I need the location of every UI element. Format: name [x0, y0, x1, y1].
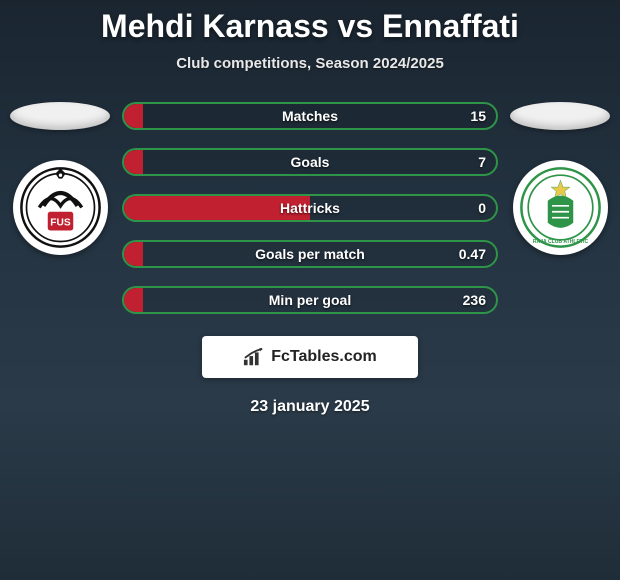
stat-left-fill [124, 242, 143, 266]
stat-right-value: 15 [470, 108, 486, 124]
svg-text:FUS: FUS [50, 217, 71, 228]
stat-right-value: 7 [478, 154, 486, 170]
stat-row: Goals 7 [122, 148, 498, 176]
stat-right-value: 0.47 [459, 246, 486, 262]
stat-left-fill [124, 288, 143, 312]
page-subtitle: Club competitions, Season 2024/2025 [0, 55, 620, 72]
svg-text:RAJA CLUB ATHLETIC: RAJA CLUB ATHLETIC [532, 239, 588, 245]
left-team-logo: FUS [13, 160, 108, 255]
comparison-panel: FUS Matches 15 Goals 7 Hattricks 0 Goals per m… [0, 102, 620, 314]
stat-row: Goals per match 0.47 [122, 240, 498, 268]
stat-label: Goals per match [255, 246, 365, 262]
left-player-avatar [10, 102, 110, 130]
stat-label: Hattricks [280, 200, 340, 216]
brand-text: FcTables.com [271, 348, 377, 366]
stat-right-value: 236 [463, 292, 486, 308]
left-side: FUS [10, 102, 110, 255]
right-player-avatar [510, 102, 610, 130]
stat-left-fill [124, 104, 143, 128]
stats-list: Matches 15 Goals 7 Hattricks 0 Goals per match… [110, 102, 510, 314]
stat-row: Min per goal 236 [122, 286, 498, 314]
stat-label: Goals [291, 154, 330, 170]
stat-left-fill [124, 150, 143, 174]
page-title: Mehdi Karnass vs Ennaffati [0, 0, 620, 45]
stat-right-value: 0 [478, 200, 486, 216]
right-team-logo: RAJA CLUB ATHLETIC [513, 160, 608, 255]
date-label: 23 january 2025 [0, 398, 620, 416]
stat-row: Matches 15 [122, 102, 498, 130]
stat-row: Hattricks 0 [122, 194, 498, 222]
stat-label: Min per goal [269, 292, 351, 308]
brand-badge: FcTables.com [202, 336, 418, 378]
stat-label: Matches [282, 108, 338, 124]
right-side: RAJA CLUB ATHLETIC [510, 102, 610, 255]
brand-chart-icon [243, 347, 265, 367]
